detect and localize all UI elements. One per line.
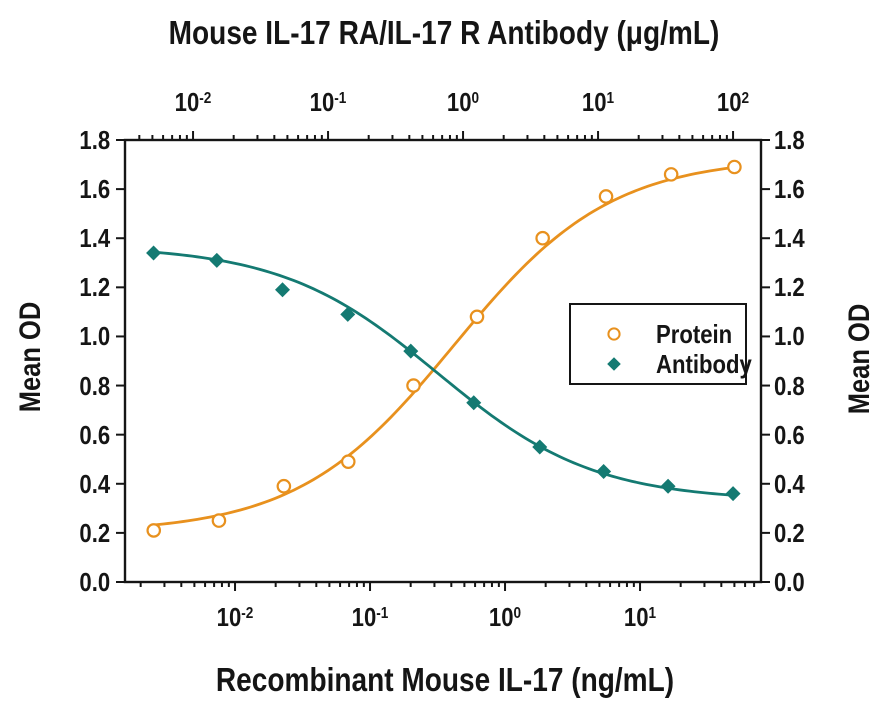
x-tick-label-top: 102 bbox=[716, 87, 750, 117]
protein-marker bbox=[211, 513, 227, 528]
protein-marker bbox=[598, 189, 614, 204]
y-tick-label-right: 0.8 bbox=[774, 370, 805, 401]
y-tick-label-left: 0.4 bbox=[79, 468, 110, 499]
legend-item-protein: Protein bbox=[656, 319, 733, 349]
open-circle-icon bbox=[605, 325, 623, 343]
y-tick-label-left: 1.8 bbox=[79, 125, 110, 155]
protein-curve bbox=[152, 165, 736, 527]
antibody-marker bbox=[209, 252, 225, 268]
protein-marker bbox=[406, 378, 421, 393]
x-tick-label-top: 101 bbox=[581, 87, 615, 117]
protein-marker bbox=[535, 230, 550, 246]
x-tick-label-bottom: 10-2 bbox=[216, 602, 254, 632]
antibody-curve bbox=[152, 250, 735, 497]
protein-marker bbox=[276, 478, 292, 494]
legend: Protein Antibody bbox=[569, 303, 752, 385]
x-axis-label-bottom: Recombinant Mouse IL-17 (ng/mL) bbox=[215, 661, 675, 698]
y-tick-label-right: 0.0 bbox=[774, 567, 805, 597]
antibody-marker bbox=[146, 245, 162, 261]
x-tick-label-bottom: 101 bbox=[623, 602, 657, 632]
y-tick-label-right: 0.4 bbox=[774, 468, 805, 499]
antibody-marker bbox=[725, 486, 741, 502]
y-tick-label-right: 1.4 bbox=[774, 223, 805, 254]
antibody-marker bbox=[275, 282, 291, 298]
filled-diamond-icon bbox=[605, 355, 623, 373]
y-tick-label-left: 1.4 bbox=[79, 223, 110, 254]
y-tick-label-left: 0.8 bbox=[79, 370, 110, 401]
protein-marker bbox=[663, 167, 679, 182]
y-axis-label-right: Mean OD bbox=[843, 303, 876, 415]
y-tick-label-left: 1.2 bbox=[79, 272, 110, 303]
protein-marker bbox=[146, 523, 162, 538]
antibody-marker bbox=[660, 478, 676, 494]
bottom-axis-ticks bbox=[139, 582, 756, 591]
protein-marker bbox=[469, 309, 485, 325]
y-tick-label-right: 1.6 bbox=[774, 174, 805, 205]
y-tick-label-right: 0.2 bbox=[774, 517, 805, 548]
antibody-marker bbox=[596, 464, 612, 479]
x-tick-label-top: 10-2 bbox=[174, 87, 212, 117]
y-tick-label-right: 1.0 bbox=[774, 321, 805, 352]
y-tick-label-right: 1.2 bbox=[774, 272, 805, 303]
legend-item-antibody: Antibody bbox=[656, 349, 752, 379]
y-axis-label-left: Mean OD bbox=[14, 301, 47, 413]
antibody-marker bbox=[340, 306, 356, 322]
y-axis-ticks bbox=[116, 139, 770, 583]
antibody-marker bbox=[466, 395, 482, 411]
x-tick-label-top: 100 bbox=[446, 87, 480, 117]
y-tick-label-left: 0.6 bbox=[79, 419, 110, 450]
y-tick-label-left: 0.0 bbox=[79, 567, 110, 597]
top-axis-ticks bbox=[138, 131, 735, 140]
x-tick-label-bottom: 100 bbox=[488, 602, 522, 632]
chart-title-top-axis-label: Mouse IL-17 RA/IL-17 R Antibody (μg/mL) bbox=[168, 14, 720, 51]
y-tick-label-left: 0.2 bbox=[79, 517, 110, 548]
protein-marker bbox=[340, 454, 356, 469]
y-tick-label-left: 1.6 bbox=[79, 174, 110, 205]
x-tick-label-bottom: 10-1 bbox=[351, 602, 389, 632]
antibody-marker bbox=[532, 439, 548, 455]
y-tick-label-right: 0.6 bbox=[774, 419, 805, 450]
x-tick-label-top: 10-1 bbox=[309, 87, 347, 117]
antibody-marker bbox=[403, 343, 419, 359]
y-tick-label-left: 1.0 bbox=[79, 321, 110, 352]
y-tick-label-right: 1.8 bbox=[774, 125, 805, 155]
protein-marker bbox=[727, 159, 742, 175]
